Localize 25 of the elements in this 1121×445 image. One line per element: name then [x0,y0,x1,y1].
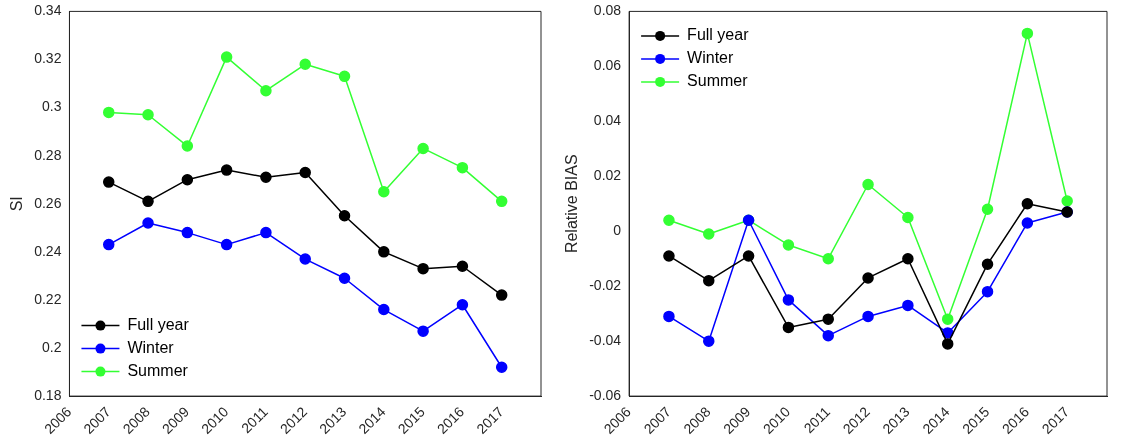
y-tick-label: 0.24 [34,242,62,259]
y-tick-label: 0.3 [41,98,62,115]
y-tick-label: 0.06 [593,57,622,74]
legend-label: Winter [687,49,735,67]
y-tick-label: 0.18 [34,386,62,403]
y-tick-label: 0.04 [593,112,622,129]
legend-label: Summer [127,362,189,379]
y-tick-label: -0.02 [589,277,622,294]
y-tick-label: 0.28 [34,146,62,163]
y-tick-label: 0.08 [593,2,622,19]
y-tick-label: 0.22 [34,290,62,307]
y-axis-title: SI [8,196,26,212]
y-tick-label: 0.26 [34,194,62,211]
y-tick-label: 0.2 [41,338,62,355]
legend-label: Full year [127,316,190,333]
y-tick-label: 0.34 [34,2,62,19]
y-tick-label: -0.04 [589,332,622,348]
y-tick-label: 0.02 [593,167,622,184]
y-tick-label: -0.06 [589,386,622,403]
legend-label: Summer [687,72,749,90]
y-axis-title: Relative BIAS [563,154,581,254]
y-tick-label: 0 [613,222,622,239]
legend-label: Winter [127,339,175,356]
y-tick-label: 0.32 [34,50,62,67]
legend-label: Full year [687,26,750,44]
